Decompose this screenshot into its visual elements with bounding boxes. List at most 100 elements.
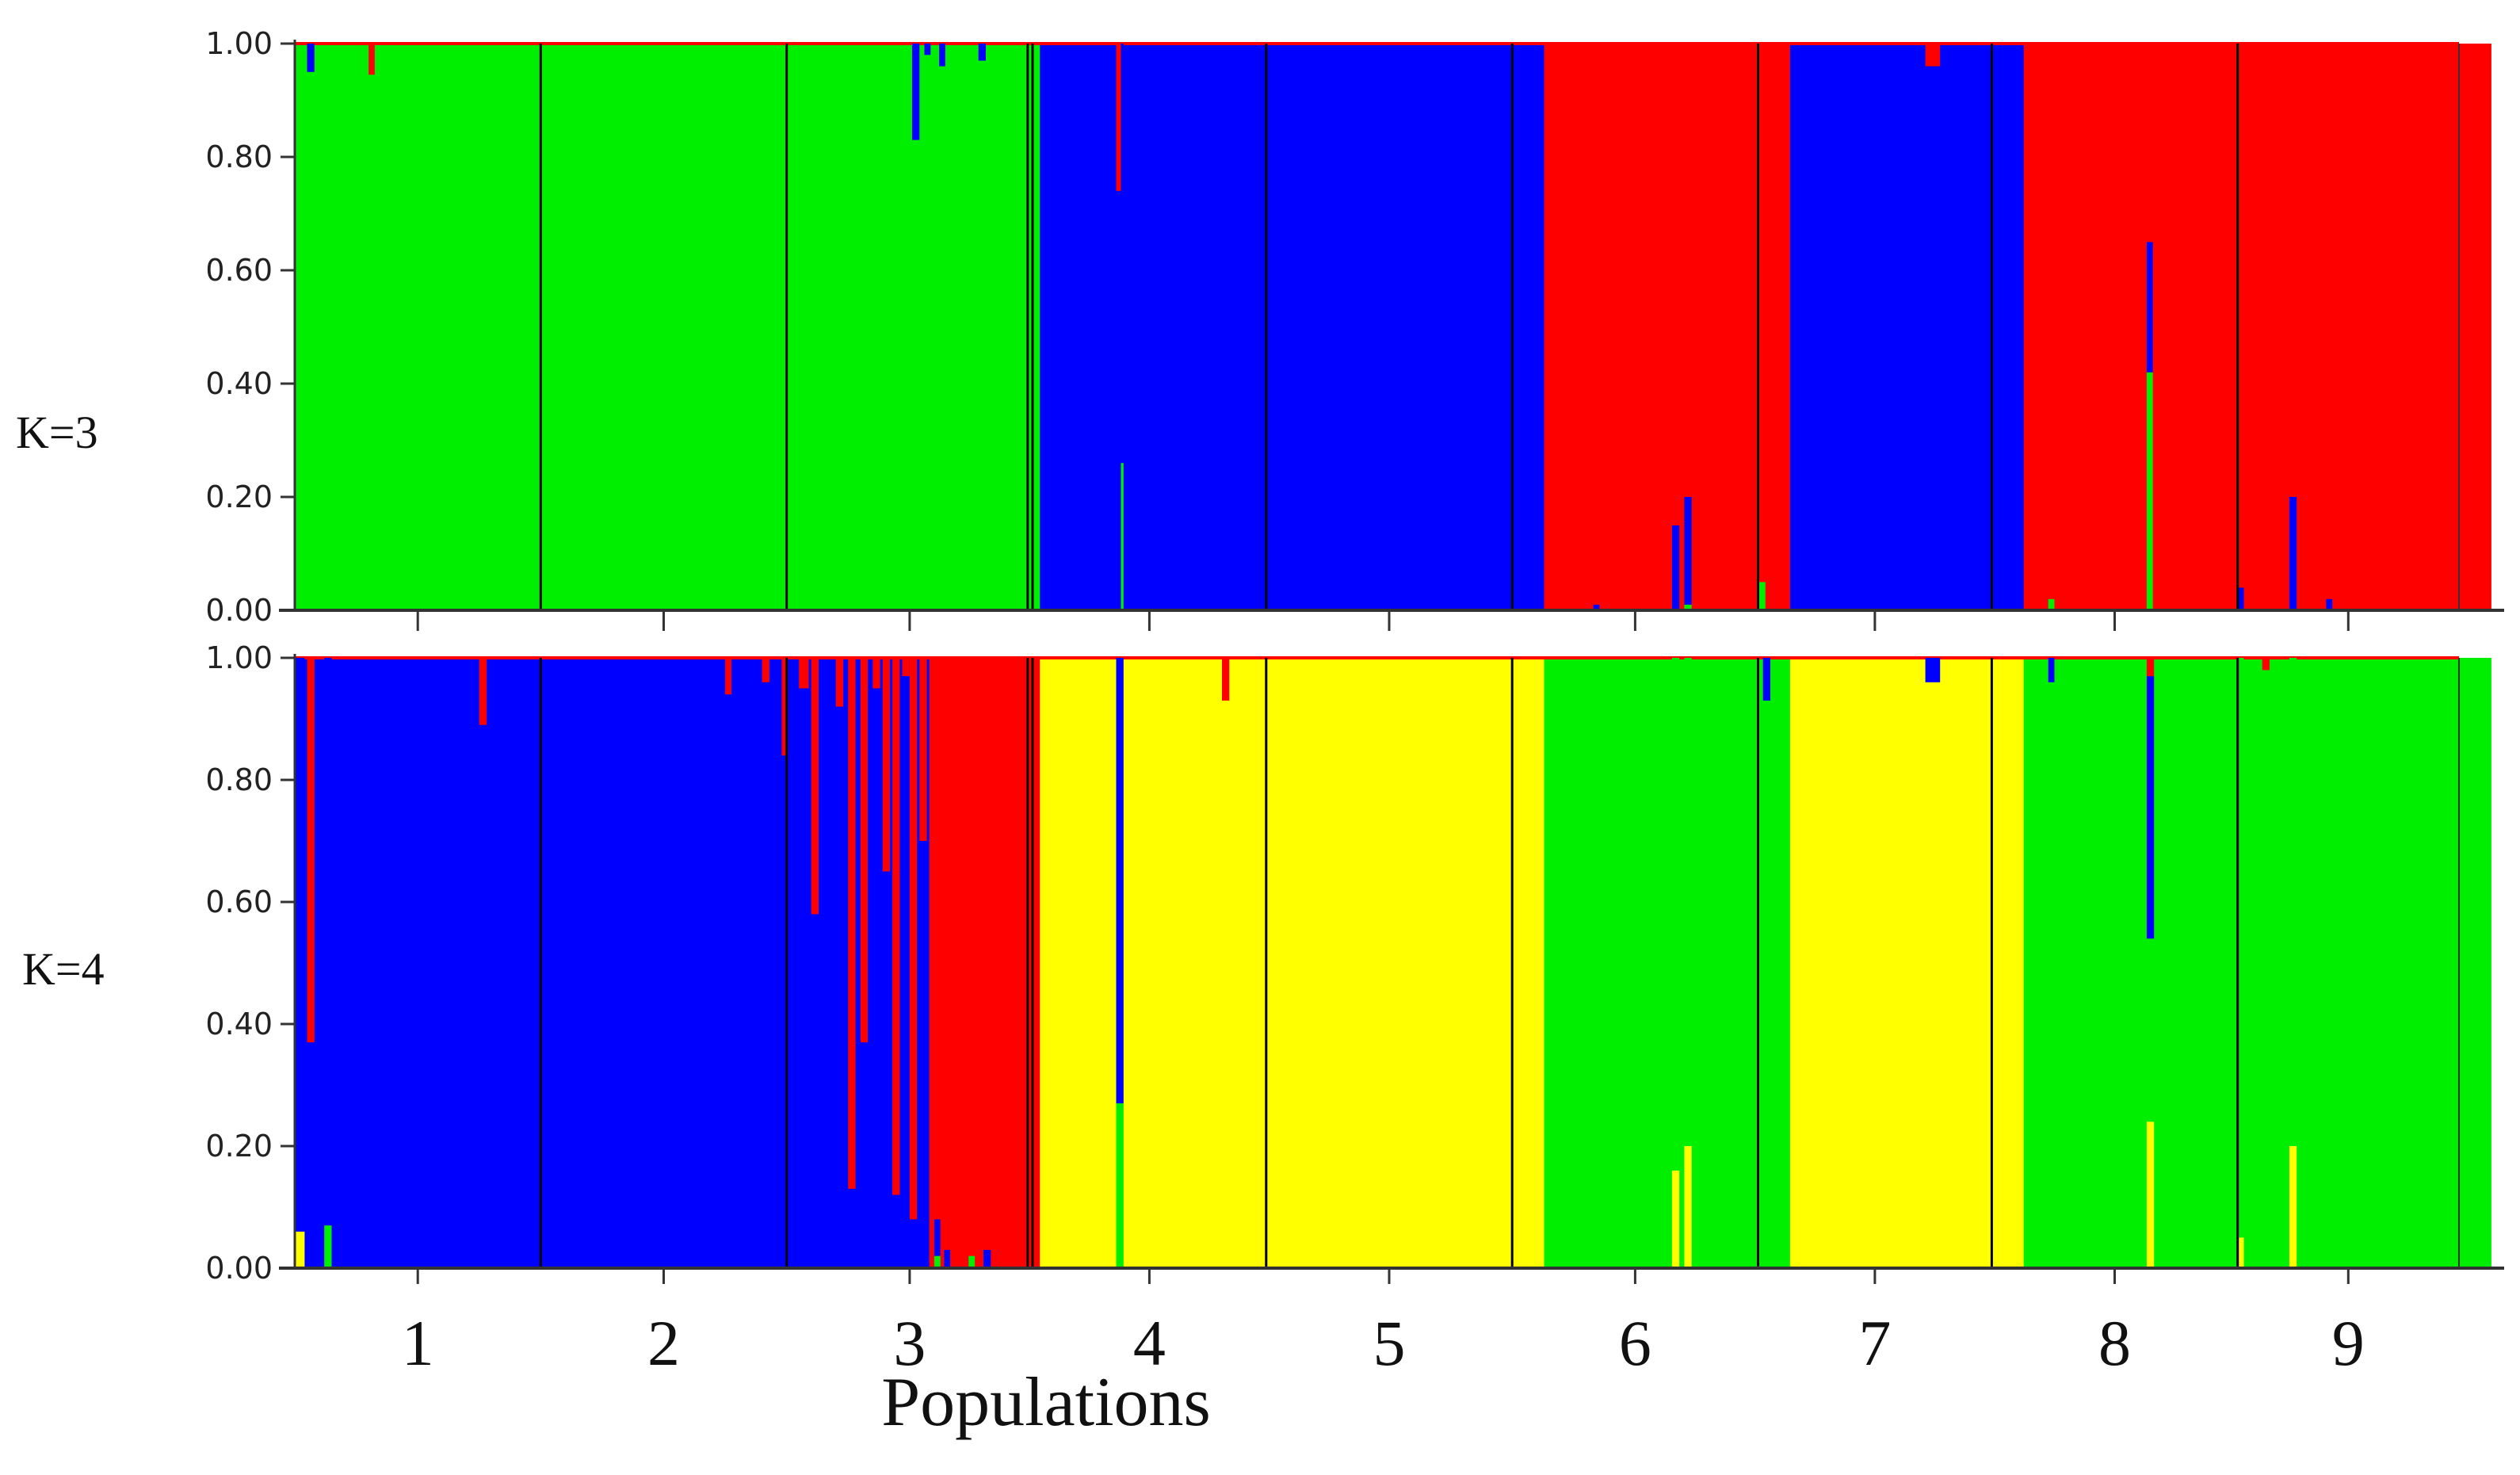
k4-individual-26-green (1762, 700, 1770, 1268)
k4-individual-15-red (902, 658, 910, 677)
k3-panel-label: K=3 (16, 407, 98, 458)
k4-individual-18-red (934, 658, 941, 1220)
population-label-7: 7 (1858, 1307, 1891, 1379)
k4-axes (279, 654, 2504, 1284)
k3-individual-8-blue (1116, 190, 1121, 610)
k3-individual-14-red (2146, 44, 2153, 243)
k3-individual-5-blue (939, 44, 945, 67)
population-label-4: 4 (1133, 1307, 1166, 1379)
k4-individual-14-blue (892, 1194, 900, 1268)
k4-individual-22-green (1116, 1103, 1124, 1268)
k3-segment-pop-5-blue (1298, 44, 1545, 610)
k4-y-tick-label-4: 0.80 (205, 762, 273, 797)
k4-y-tick-label-3: 0.60 (205, 885, 273, 919)
k3-y-tick-label-3: 0.60 (205, 253, 273, 288)
k4-individual-5-red (762, 658, 769, 682)
k4-individual-21-blue (983, 1249, 991, 1268)
k3-individual-11-red (1758, 44, 1766, 583)
k4-individual-19-red (944, 658, 951, 1250)
k3-individual-9-red (1671, 44, 1680, 525)
k4-segment-pop-5-yellow (1298, 658, 1545, 1268)
k3-individual-10-green (1684, 604, 1692, 610)
k4-segment-pop-6-green (1544, 658, 1791, 1268)
k4-y-tick-label-0: 0.00 (205, 1251, 273, 1286)
k4-individual-32-red (2262, 658, 2270, 671)
k3-individual-5-green (939, 66, 945, 611)
k4-individual-32-green (2262, 670, 2270, 1268)
k3-individual-11-green (1758, 582, 1766, 611)
panel-k4: 0.00 0.20 0.40 0.60 0.80 1.00 K=4 (22, 640, 2504, 1286)
k3-y-tick-label-4: 0.80 (205, 139, 273, 174)
k3-individual-12-blue (1925, 66, 1941, 611)
k3-individual-12-red (1925, 44, 1941, 67)
panel-k3: 0.00 0.20 0.40 0.60 0.80 1.00 K=3 (16, 26, 2504, 631)
k3-individual-14-blue (2146, 242, 2153, 373)
k3-individual-16-blue (2289, 497, 2297, 610)
k4-individual-18-green (934, 1255, 941, 1268)
k3-individual-2-blue (1593, 604, 1600, 610)
k4-individual-17-red (919, 658, 927, 841)
k4-individual-20-green (968, 1255, 976, 1268)
x-axis-label: Populations (881, 1364, 1211, 1441)
population-label-9: 9 (2332, 1307, 2365, 1379)
k4-individual-1-red (307, 658, 315, 1043)
k4-individual-14-red (892, 658, 900, 1195)
k3-individual-6-green (978, 60, 986, 610)
k4-individual-6-blue (781, 755, 788, 1268)
k3-individual-15-blue (2237, 587, 2244, 610)
k4-individual-7-blue (799, 688, 809, 1268)
k3-segment-pop-9-red (2270, 44, 2491, 610)
k4-individual-16-blue (909, 1219, 918, 1268)
k4-individual-9-blue (835, 706, 844, 1268)
k4-top-cap (295, 656, 2459, 659)
k3-individual-0-green (307, 71, 315, 611)
k3-individual-17-blue (2326, 598, 2333, 610)
k3-individual-3-blue (912, 44, 920, 140)
k4-individual-27-yellow (1925, 682, 1941, 1268)
k3-individual-14-green (2146, 372, 2153, 610)
k4-individual-28-green (2048, 682, 2055, 1268)
k3-segment-pop-1-green (295, 44, 541, 610)
k4-individual-28-blue (2048, 658, 2055, 682)
population-label-2: 2 (647, 1307, 680, 1379)
k4-individual-0-yellow (295, 1231, 305, 1268)
population-label-8: 8 (2098, 1307, 2131, 1379)
k4-individual-23-red (1222, 658, 1230, 701)
k4-individual-2-green (324, 1225, 332, 1268)
k4-segment-pop-7-yellow (1789, 658, 2025, 1268)
k3-y-tick-label-1: 0.20 (205, 480, 273, 514)
k4-individual-15-blue (902, 676, 910, 1268)
k3-segment-pop-7-blue (1789, 44, 2025, 610)
k4-population-separators (539, 658, 2239, 1268)
k4-individual-22-blue (1116, 658, 1124, 1104)
k3-individual-3-green (912, 139, 920, 611)
k3-individual-10-red (1684, 44, 1692, 497)
k3-individual-8-red (1116, 44, 1121, 191)
k4-individual-24-yellow (1671, 1170, 1680, 1268)
k3-segment-pop-4-blue (1064, 44, 1299, 610)
k3-individual-0-blue (307, 44, 315, 72)
k3-individual-4-green (924, 55, 931, 611)
k4-individual-0-blue (295, 658, 305, 1232)
k3-individual-17-red (2326, 44, 2333, 599)
k4-individual-25-yellow (1684, 1146, 1692, 1268)
k4-individual-6-red (781, 658, 788, 756)
k4-segment-pop-9-green (2270, 658, 2491, 1268)
k4-individual-30-yellow (2237, 1237, 2244, 1268)
k3-axes (279, 40, 2504, 631)
k4-y-tick-label-2: 0.40 (205, 1007, 273, 1041)
population-label-3: 3 (893, 1307, 926, 1379)
k3-individual-1-red (368, 44, 375, 75)
population-labels: 1 2 3 4 5 6 7 8 9 (402, 1307, 2365, 1379)
k3-individual-1-green (368, 75, 375, 611)
k3-individual-4-blue (924, 44, 931, 55)
k4-individual-9-red (835, 658, 844, 707)
k4-individual-7-red (799, 658, 809, 689)
k3-individual-13-green (2048, 598, 2055, 610)
k3-y-tick-label-5: 1.00 (205, 26, 273, 61)
k3-individual-9-blue (1671, 525, 1680, 611)
k4-individual-3-blue (479, 724, 487, 1268)
k4-individual-3-red (479, 658, 487, 725)
k4-individual-18-blue (934, 1219, 941, 1256)
